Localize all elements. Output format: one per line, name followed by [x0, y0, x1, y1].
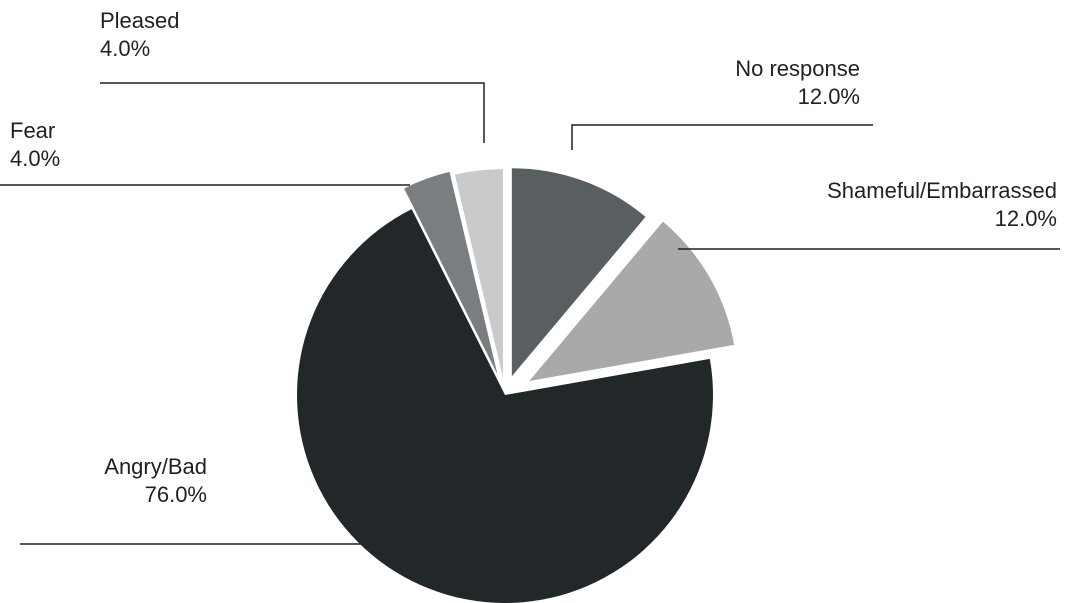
slice-label-percent: 4.0%	[10, 146, 60, 171]
pie-slices	[297, 168, 735, 603]
leader-line	[571, 124, 873, 150]
pie-slice-angry-bad	[297, 209, 713, 603]
pie-slice-shameful-embarrassed	[529, 221, 735, 381]
slice-label-name: Pleased	[100, 8, 180, 33]
slice-label-name: Angry/Bad	[104, 454, 207, 479]
pie-slice-no-response	[511, 168, 646, 377]
leader-line	[100, 82, 485, 143]
pie-slice-pleased	[454, 169, 503, 378]
pie-slice-fear	[404, 171, 498, 375]
slice-label-percent: 12.0%	[798, 84, 860, 109]
slice-labels: No response 12.0% Shameful/Embarrassed 12.0…	[10, 8, 1057, 507]
slice-label-name: No response	[735, 56, 860, 81]
slice-label-percent: 12.0%	[995, 206, 1057, 231]
slice-label-percent: 76.0%	[145, 482, 207, 507]
slice-label-name: Shameful/Embarrassed	[827, 178, 1057, 203]
leader-lines	[0, 82, 1060, 545]
slice-label-name: Fear	[10, 118, 55, 143]
slice-label-percent: 4.0%	[100, 36, 150, 61]
